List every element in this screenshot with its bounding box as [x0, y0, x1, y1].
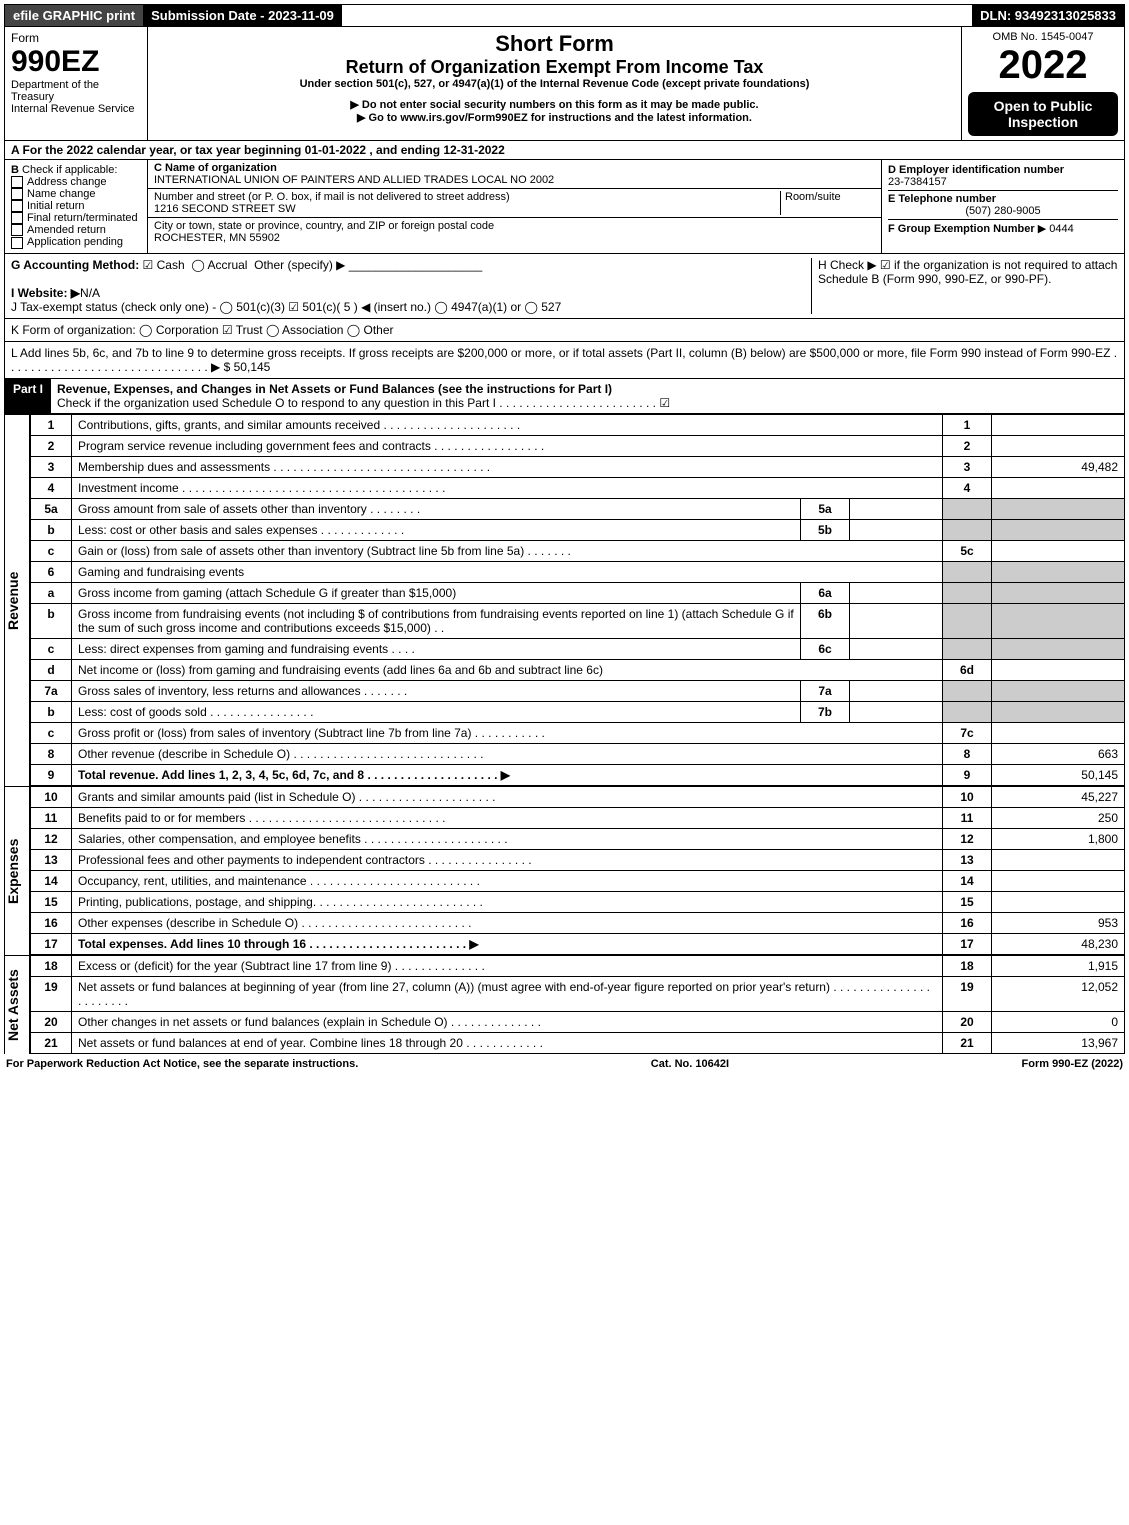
top-bar: efile GRAPHIC print Submission Date - 20…: [4, 4, 1125, 27]
part-1-header: Part I Revenue, Expenses, and Changes in…: [4, 379, 1125, 414]
grants-paid: 45,227: [992, 786, 1125, 807]
col-b-checkboxes: B Check if applicable: Address change Na…: [5, 160, 148, 253]
open-to-public: Open to Public Inspection: [968, 92, 1118, 136]
expenses-table: 10Grants and similar amounts paid (list …: [30, 786, 1125, 955]
section-label-expenses: Expenses: [4, 786, 30, 955]
instructions-link[interactable]: ▶ Go to www.irs.gov/Form990EZ for instru…: [154, 111, 955, 124]
netassets-table: 18Excess or (deficit) for the year (Subt…: [30, 955, 1125, 1054]
subtitle: Under section 501(c), 527, or 4947(a)(1)…: [154, 78, 955, 90]
org-name: INTERNATIONAL UNION OF PAINTERS AND ALLI…: [154, 174, 554, 186]
col-c-org-info: C Name of organization INTERNATIONAL UNI…: [148, 160, 882, 253]
entity-info-grid: B Check if applicable: Address change Na…: [4, 160, 1125, 254]
total-expenses: 48,230: [992, 933, 1125, 954]
title-return: Return of Organization Exempt From Incom…: [154, 57, 955, 78]
group-exemption: ▶ 0444: [1038, 223, 1074, 235]
dln: DLN: 93492313025833: [972, 5, 1124, 26]
efile-print[interactable]: efile GRAPHIC print: [5, 5, 143, 26]
tax-year: 2022: [968, 43, 1118, 88]
row-h-schedule-b: H Check ▶ ☑ if the organization is not r…: [811, 258, 1118, 314]
page-footer: For Paperwork Reduction Act Notice, see …: [4, 1054, 1125, 1074]
row-g-h: G Accounting Method: ☑ Cash ◯ Accrual Ot…: [4, 254, 1125, 319]
form-number: 990EZ: [11, 45, 141, 79]
submission-date: Submission Date - 2023-11-09: [143, 5, 342, 26]
membership-dues: 49,482: [992, 456, 1125, 477]
warning-ssn: ▶ Do not enter social security numbers o…: [154, 98, 955, 111]
row-k: K Form of organization: ◯ Corporation ☑ …: [4, 319, 1125, 342]
check-address-change[interactable]: [11, 176, 23, 188]
website: N/A: [80, 286, 100, 300]
dept-line-2: Internal Revenue Service: [11, 103, 141, 115]
telephone: (507) 280-9005: [888, 205, 1118, 217]
col-d-ids: D Employer identification number23-73841…: [882, 160, 1124, 253]
gross-receipts: $ 50,145: [224, 360, 271, 374]
org-address: 1216 SECOND STREET SW: [154, 203, 296, 215]
row-l: L Add lines 5b, 6c, and 7b to line 9 to …: [4, 342, 1125, 379]
check-final-return[interactable]: [11, 212, 23, 224]
form-header: Form 990EZ Department of the Treasury In…: [4, 27, 1125, 141]
dept-line-1: Department of the Treasury: [11, 79, 141, 103]
section-label-revenue: Revenue: [4, 414, 30, 786]
revenue-table: 1Contributions, gifts, grants, and simil…: [30, 414, 1125, 786]
net-assets-eoy: 13,967: [992, 1032, 1125, 1053]
total-revenue: 50,145: [992, 764, 1125, 785]
check-name-change[interactable]: [11, 188, 23, 200]
title-short-form: Short Form: [154, 31, 955, 57]
row-a-tax-year: A For the 2022 calendar year, or tax yea…: [4, 141, 1125, 160]
omb-number: OMB No. 1545-0047: [968, 31, 1118, 43]
org-city: ROCHESTER, MN 55902: [154, 232, 280, 244]
check-amended-return[interactable]: [11, 224, 23, 236]
other-revenue: 663: [992, 743, 1125, 764]
section-label-netassets: Net Assets: [4, 955, 30, 1054]
tax-exempt-status: J Tax-exempt status (check only one) - ◯…: [11, 300, 561, 314]
ein: 23-7384157: [888, 176, 947, 188]
check-application-pending[interactable]: [11, 237, 23, 249]
form-label: Form: [11, 31, 141, 45]
check-initial-return[interactable]: [11, 200, 23, 212]
